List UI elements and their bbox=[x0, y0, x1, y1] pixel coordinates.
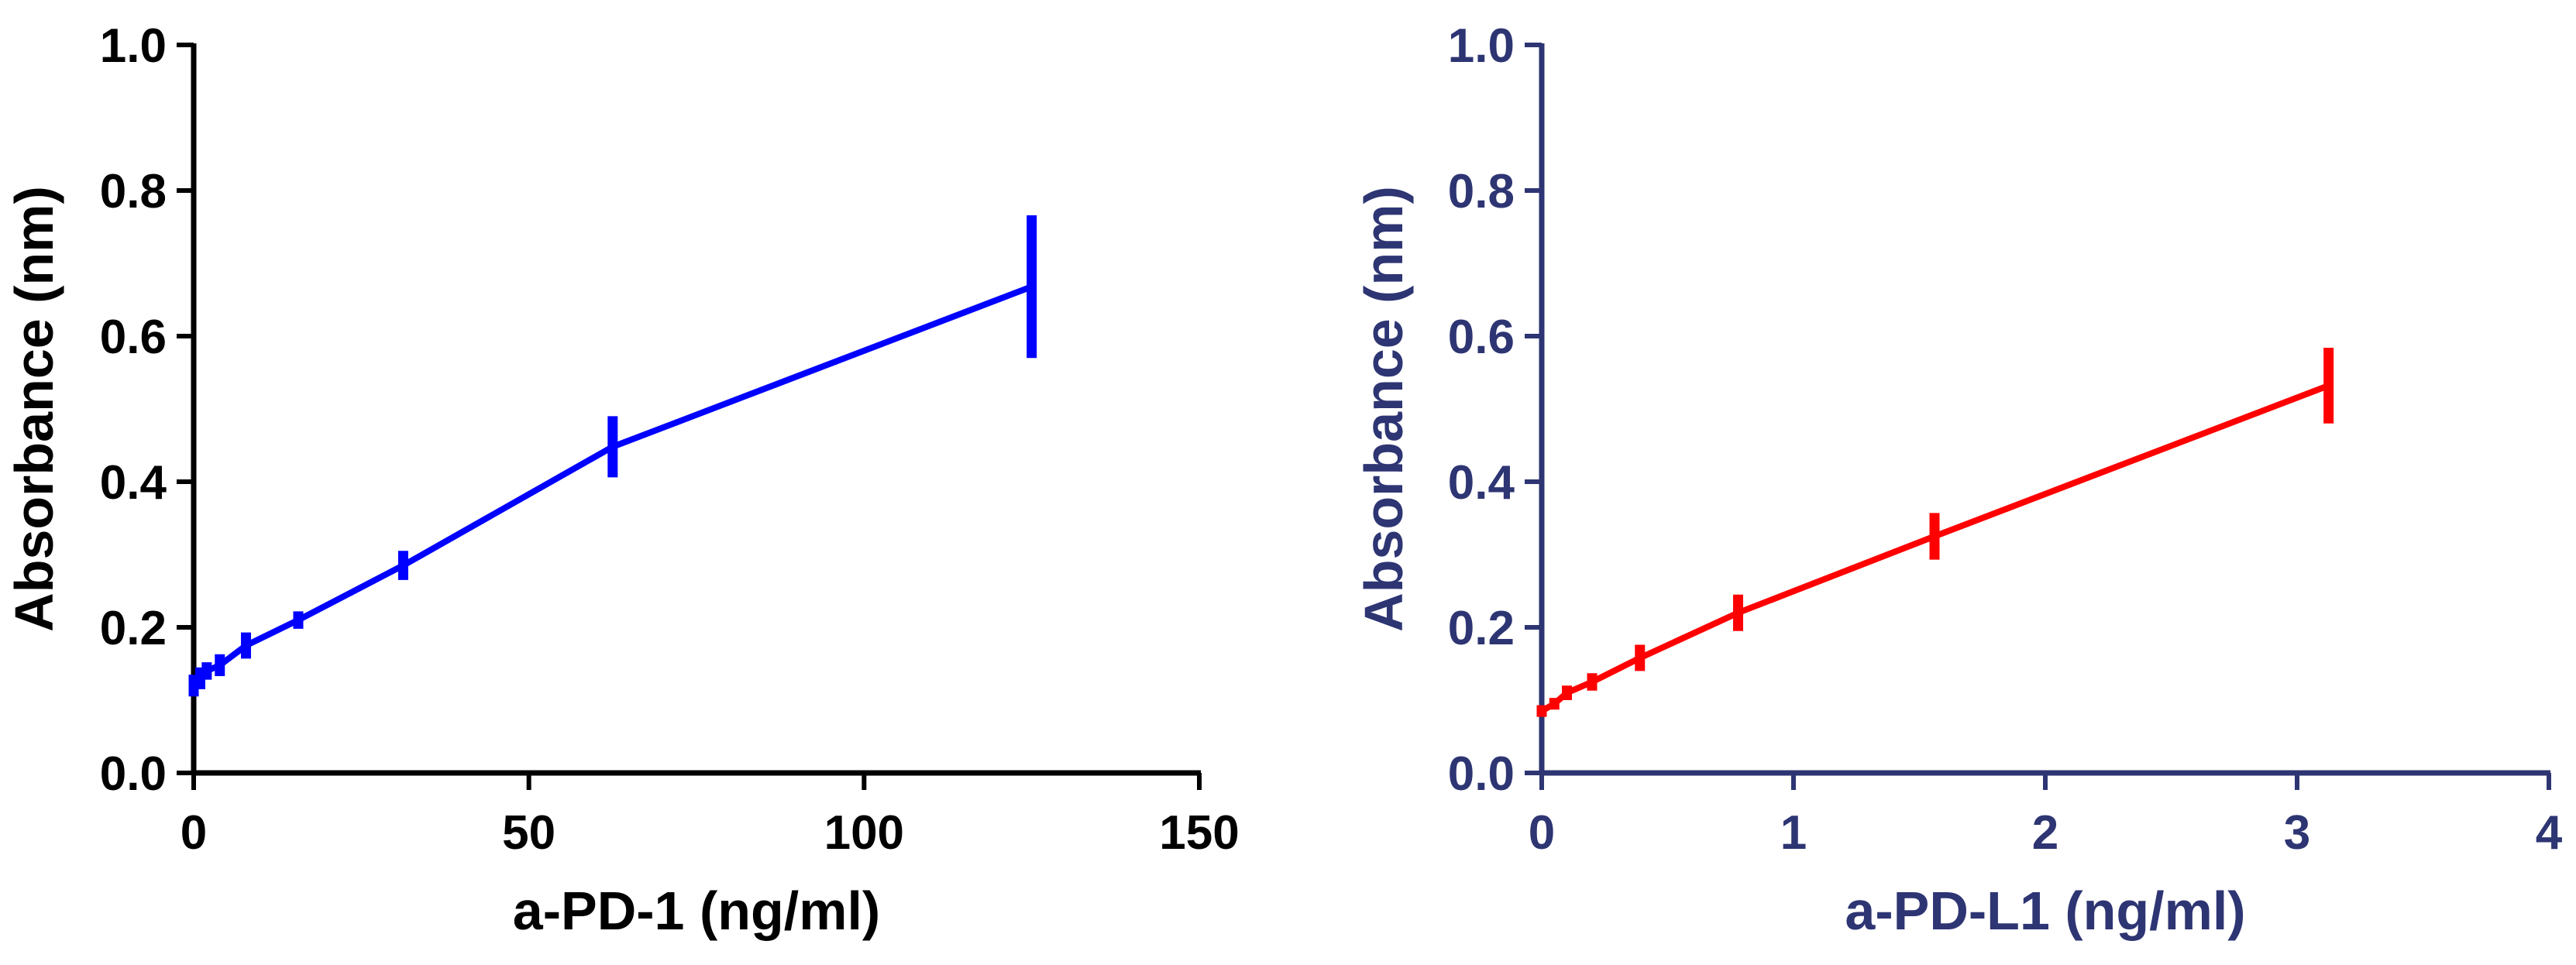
y-tick-label: 0.8 bbox=[100, 165, 167, 218]
y-tick-label: 0.4 bbox=[1448, 456, 1515, 510]
x-tick-label: 50 bbox=[502, 806, 555, 860]
x-tick-label: 150 bbox=[1159, 806, 1239, 860]
y-tick-label: 0.8 bbox=[1448, 165, 1515, 218]
data-point bbox=[398, 561, 408, 571]
data-point bbox=[241, 640, 251, 651]
data-point bbox=[1027, 282, 1037, 292]
y-tick-label: 0.2 bbox=[1448, 602, 1515, 655]
x-axis-title: a-PD-L1 (ng/ml) bbox=[1845, 881, 2245, 941]
x-tick-label: 0 bbox=[1529, 806, 1555, 860]
y-tick-label: 0.6 bbox=[1448, 311, 1515, 364]
data-point bbox=[2323, 380, 2334, 390]
data-point bbox=[1635, 653, 1645, 663]
data-point bbox=[215, 660, 225, 670]
y-tick-label: 0.4 bbox=[100, 456, 167, 510]
x-tick-label: 3 bbox=[2284, 806, 2310, 860]
data-point bbox=[1733, 608, 1743, 618]
y-axis-title: Absorbance (nm) bbox=[1353, 186, 1414, 632]
data-point bbox=[1549, 699, 1560, 709]
y-tick-label: 0.0 bbox=[100, 747, 167, 801]
x-tick-label: 2 bbox=[2032, 806, 2058, 860]
y-tick-label: 0.6 bbox=[100, 311, 167, 364]
x-tick-label: 0 bbox=[181, 806, 207, 860]
data-point bbox=[1930, 531, 1939, 541]
x-tick-label: 4 bbox=[2536, 806, 2563, 860]
y-tick-label: 0.0 bbox=[1448, 747, 1515, 801]
data-point bbox=[1587, 677, 1597, 687]
y-tick-label: 1.0 bbox=[100, 19, 167, 73]
chart-panel-a-pd-l1: 0.0 0.2 0.4 0.6 0.8 1.0 0 1 2 3 4 a-PD-L1 (ng/ml) Ab… bbox=[1353, 19, 2563, 941]
data-point bbox=[201, 666, 212, 676]
x-tick-label: 1 bbox=[1780, 806, 1807, 860]
data-point bbox=[1562, 688, 1572, 698]
chart-panel-a-pd-1: 0.0 0.2 0.4 0.6 0.8 1.0 0 50 100 150 a-PD-1 (ng/ml… bbox=[4, 19, 1240, 941]
y-tick-label: 0.2 bbox=[100, 602, 167, 655]
series-line-a-PD-1 bbox=[191, 283, 1033, 688]
data-point bbox=[1537, 706, 1546, 716]
y-axis-title: Absorbance (nm) bbox=[4, 186, 64, 632]
data-point bbox=[607, 441, 617, 452]
y-tick-label: 1.0 bbox=[1448, 19, 1515, 73]
data-point bbox=[293, 615, 303, 625]
x-axis-title: a-PD-1 (ng/ml) bbox=[513, 881, 880, 941]
x-tick-label: 100 bbox=[824, 806, 904, 860]
